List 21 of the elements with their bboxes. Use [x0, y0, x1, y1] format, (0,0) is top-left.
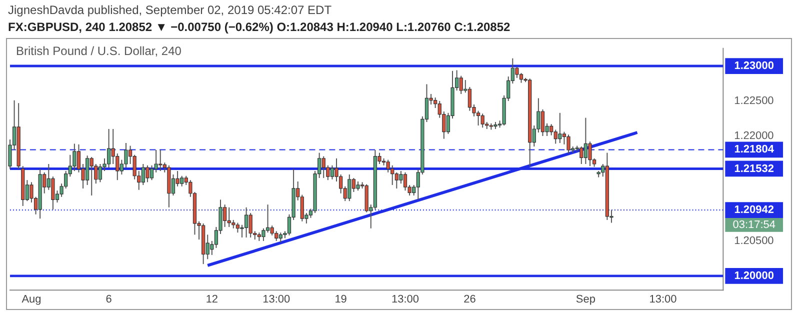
x-tick-label: 13:00 [392, 294, 419, 306]
chart-title: British Pound / U.S. Dollar, 240 [16, 44, 182, 58]
y-tick-label: 1.22000 [734, 130, 774, 142]
y-tick-label: 1.20500 [734, 234, 774, 247]
text: 03:17:54 [732, 218, 776, 231]
y-tick-label: 1.22500 [734, 95, 774, 108]
x-tick-label: Sep [576, 294, 596, 306]
ref-line-label: 1.23000 [734, 60, 774, 72]
x-tick-label: 12 [206, 294, 218, 306]
ref-line-label: 1.21532 [734, 162, 774, 175]
chart-subtitle: JigneshDavda published, September 02, 2019 05:42:07 EDT [8, 3, 332, 17]
text: FX:GBPUSD, 240 1.20852 ▼ −0.00750 (−0.62%) O:1.20843 H:1.20940 L:1.20760 C:1.20852 [8, 20, 510, 34]
x-tick-label: 6 [106, 294, 112, 306]
x-tick-label: 13:00 [649, 294, 677, 306]
x-tick-label: Aug [22, 294, 42, 306]
ref-line-label: 1.21804 [734, 144, 775, 156]
ref-line-label: 1.20000 [734, 270, 774, 282]
ref-line-label: 1.20942 [734, 204, 774, 216]
x-tick-label: 26 [464, 294, 476, 306]
x-tick-label: 13:00 [262, 294, 290, 306]
x-tick-label: 19 [334, 294, 347, 306]
